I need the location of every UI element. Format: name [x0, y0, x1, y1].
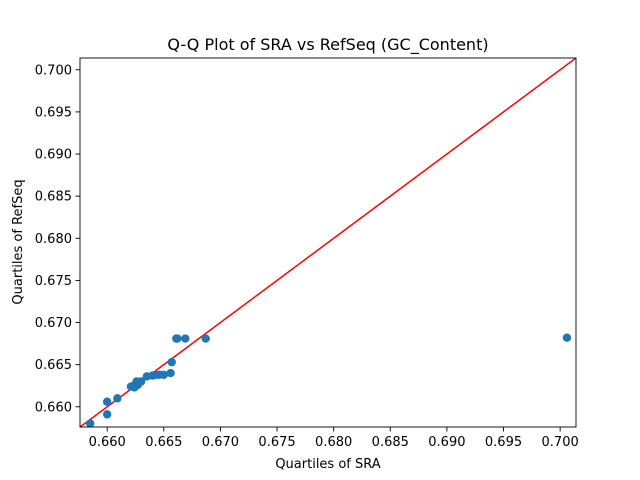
y-tick-label: 0.680 [35, 232, 72, 247]
y-tick-label: 0.660 [35, 400, 72, 415]
x-axis: 0.660 0.665 0.670 0.675 0.680 0.685 0.690 0.695… [89, 427, 579, 450]
x-tick-label: 0.685 [372, 435, 409, 450]
y-tick-label: 0.695 [35, 105, 72, 120]
x-tick-label: 0.690 [428, 435, 465, 450]
plot-area [79, 57, 577, 428]
y-tick-label: 0.700 [35, 63, 72, 78]
y-axis: 0.660 0.665 0.670 0.675 0.680 0.685 0.690 0.695… [35, 63, 80, 415]
data-point [159, 370, 168, 379]
data-point [562, 333, 572, 342]
data-point [201, 334, 210, 343]
x-tick-label: 0.670 [202, 435, 239, 450]
y-tick-label: 0.690 [35, 148, 72, 163]
y-axis-label: Quartiles of RefSeq [11, 179, 26, 304]
y-tick-label: 0.685 [35, 190, 72, 205]
data-point [166, 368, 175, 378]
x-tick-label: 0.675 [258, 435, 295, 450]
y-tick-label: 0.675 [35, 274, 72, 289]
reference-line [80, 58, 576, 427]
x-tick-label: 0.660 [89, 435, 126, 450]
data-point [181, 334, 190, 343]
x-axis-label: Quartiles of SRA [275, 457, 380, 472]
data-point [85, 419, 95, 427]
axes-frame [79, 57, 577, 428]
data-point [102, 410, 112, 419]
y-tick-label: 0.665 [35, 358, 72, 373]
data-point [136, 377, 146, 386]
data-point [113, 394, 122, 403]
x-tick-label: 0.700 [542, 435, 579, 450]
data-point [167, 357, 176, 367]
data-point [173, 334, 182, 343]
y-tick-label: 0.670 [35, 316, 72, 331]
x-tick-label: 0.665 [145, 435, 182, 450]
data-point [102, 397, 112, 406]
x-tick-label: 0.680 [315, 435, 352, 450]
x-tick-label: 0.695 [485, 435, 522, 450]
chart-title: Q-Q Plot of SRA vs RefSeq (GC_Content) [167, 35, 488, 55]
